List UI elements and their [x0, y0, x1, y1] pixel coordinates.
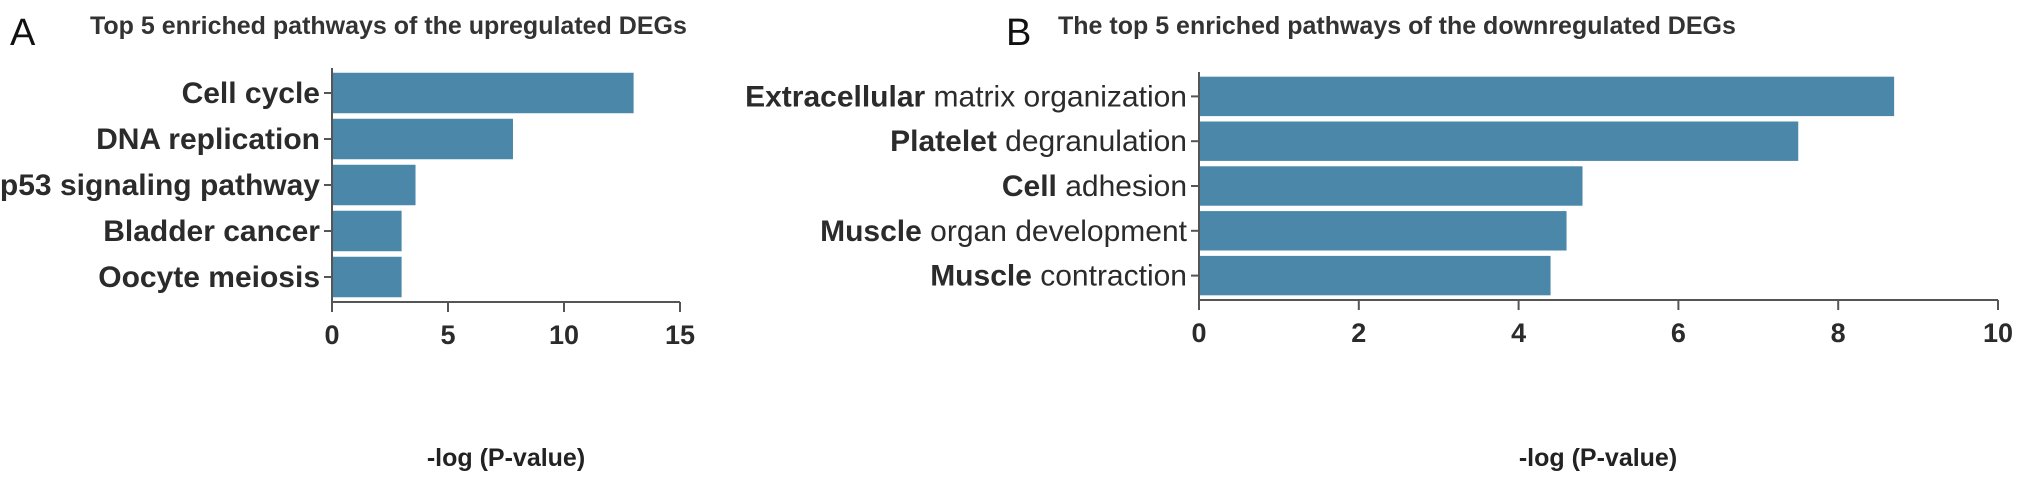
- chart-panel-a: A Top 5 enriched pathways of the upregul…: [0, 0, 1000, 497]
- chart-title: Top 5 enriched pathways of the upregulat…: [90, 12, 687, 40]
- panel-letter: B: [1006, 12, 1032, 54]
- bar-chart-b: Extracellular matrix organization Platele…: [745, 72, 2013, 348]
- x-tick-label: 8: [1831, 318, 1846, 348]
- category-label: Muscle contraction: [930, 260, 1187, 293]
- bar: [1199, 255, 1551, 296]
- bar: [1199, 166, 1583, 206]
- bar: [332, 164, 416, 206]
- category-label: Extracellular matrix organization: [745, 80, 1187, 113]
- x-tick-label: 2: [1351, 318, 1366, 348]
- x-tick-label: 0: [324, 320, 339, 350]
- bar: [332, 72, 634, 114]
- bar: [1199, 211, 1567, 251]
- category-label: Cell adhesion: [1002, 170, 1187, 203]
- x-tick-label: 10: [549, 320, 579, 350]
- bar: [332, 256, 402, 298]
- category-label: Muscle organ development: [820, 215, 1188, 248]
- bar: [1199, 76, 1895, 117]
- bar: [332, 210, 402, 252]
- x-axis-label: -log (P-value): [1518, 444, 1678, 472]
- bar: [1199, 121, 1799, 161]
- bar: [332, 118, 513, 160]
- category-label: p53 signaling pathway: [0, 169, 320, 202]
- category-label: DNA replication: [96, 123, 320, 156]
- chart-panel-b: B The top 5 enriched pathways of the dow…: [745, 0, 2031, 497]
- x-tick-label: 10: [1983, 318, 2013, 348]
- x-tick-label: 15: [665, 320, 695, 350]
- category-label: Bladder cancer: [103, 215, 320, 248]
- category-label: Platelet degranulation: [890, 125, 1187, 158]
- category-label: Oocyte meiosis: [98, 261, 320, 294]
- x-tick-label: 6: [1671, 318, 1686, 348]
- x-axis-label: -log (P-value): [426, 444, 586, 472]
- bar-chart-a: Cell cycle DNA replication p53 signaling p…: [0, 68, 695, 350]
- x-tick-label: 5: [440, 320, 455, 350]
- category-label: Cell cycle: [182, 77, 320, 110]
- x-tick-label: 0: [1191, 318, 1206, 348]
- chart-title: The top 5 enriched pathways of the downr…: [1058, 12, 1736, 40]
- panel-letter: A: [10, 12, 36, 54]
- x-tick-label: 4: [1511, 318, 1526, 348]
